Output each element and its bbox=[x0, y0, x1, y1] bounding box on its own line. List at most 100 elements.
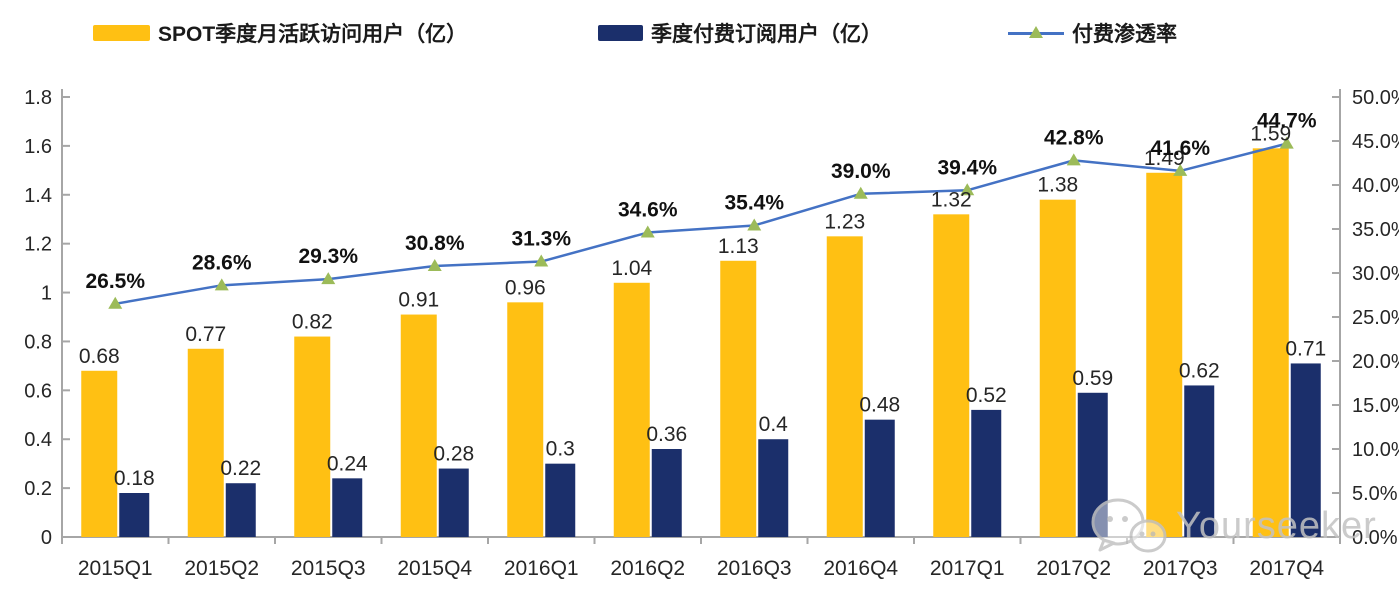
legend-item-subs: 季度付费订阅用户（亿） bbox=[598, 20, 882, 46]
right-axis-label: 25.0% bbox=[1352, 307, 1399, 329]
bar-mau-2015Q2 bbox=[187, 348, 224, 537]
penetration-marker-2017Q4 bbox=[1279, 136, 1294, 149]
penetration-value-label: 30.8% bbox=[405, 232, 465, 255]
penetration-marker-2016Q4 bbox=[853, 186, 868, 199]
penetration-value-label: 39.4% bbox=[937, 156, 997, 179]
right-axis-label: 15.0% bbox=[1352, 395, 1399, 417]
left-axis-label: 1.8 bbox=[24, 87, 52, 109]
x-axis-label: 2016Q3 bbox=[717, 557, 792, 580]
penetration-value-label: 26.5% bbox=[85, 270, 145, 293]
subs-value-label: 0.48 bbox=[859, 394, 900, 417]
penetration-marker-2015Q2 bbox=[214, 278, 229, 291]
mau-legend-label: SPOT季度月活跃访问用户（亿） bbox=[158, 23, 468, 46]
mau-value-label: 1.32 bbox=[931, 188, 972, 211]
left-axis-label: 0.2 bbox=[24, 478, 52, 500]
penetration-line-swatch bbox=[1008, 25, 1064, 41]
x-axis-label: 2016Q4 bbox=[823, 557, 898, 580]
penetration-value-label: 35.4% bbox=[724, 191, 784, 214]
subs-value-label: 0.71 bbox=[1285, 337, 1326, 360]
penetration-value-label: 44.7% bbox=[1257, 110, 1317, 133]
bar-subs-2015Q1 bbox=[119, 493, 150, 537]
bar-subs-2017Q4 bbox=[1290, 363, 1321, 537]
mau-value-label: 0.96 bbox=[505, 276, 546, 299]
bar-subs-2016Q3 bbox=[758, 439, 789, 537]
penetration-value-label: 41.6% bbox=[1150, 137, 1210, 160]
right-axis-label: 40.0% bbox=[1352, 175, 1399, 197]
left-axis-label: 1 bbox=[41, 283, 52, 305]
bar-subs-2016Q1 bbox=[545, 463, 576, 537]
triangle-marker-icon bbox=[1029, 26, 1043, 38]
bar-mau-2017Q4 bbox=[1252, 148, 1289, 538]
right-axis-label: 20.0% bbox=[1352, 351, 1399, 373]
penetration-value-label: 34.6% bbox=[618, 199, 678, 222]
left-axis-label: 1.2 bbox=[24, 234, 52, 256]
x-axis-label: 2015Q1 bbox=[78, 557, 153, 580]
left-axis-label: 1.4 bbox=[24, 185, 52, 207]
subs-value-label: 0.18 bbox=[114, 467, 155, 490]
right-axis-label: 30.0% bbox=[1352, 263, 1399, 285]
subs-value-label: 0.59 bbox=[1072, 367, 1113, 390]
subs-value-label: 0.4 bbox=[759, 413, 789, 436]
x-axis-label: 2017Q2 bbox=[1036, 557, 1111, 580]
subs-swatch bbox=[598, 25, 643, 41]
penetration-value-label: 42.8% bbox=[1044, 126, 1104, 149]
left-axis-label: 0.8 bbox=[24, 331, 52, 353]
penetration-marker-2017Q3 bbox=[1173, 163, 1188, 176]
penetration-marker-2015Q3 bbox=[321, 272, 336, 285]
right-axis-label: 0.0% bbox=[1352, 527, 1398, 549]
bar-subs-2015Q4 bbox=[438, 468, 469, 537]
right-axis-label: 35.0% bbox=[1352, 219, 1399, 241]
x-axis-label: 2015Q2 bbox=[184, 557, 259, 580]
left-axis-label: 1.6 bbox=[24, 136, 52, 158]
subs-value-label: 0.22 bbox=[220, 457, 261, 480]
bar-subs-2016Q2 bbox=[651, 449, 682, 537]
mau-value-label: 0.68 bbox=[79, 345, 120, 368]
left-axis-label: 0.4 bbox=[24, 429, 52, 451]
mau-value-label: 1.13 bbox=[718, 235, 759, 258]
bar-mau-2017Q3 bbox=[1146, 172, 1183, 537]
penetration-marker-2016Q2 bbox=[640, 225, 655, 238]
subs-legend-label: 季度付费订阅用户（亿） bbox=[651, 23, 882, 46]
bar-mau-2016Q3 bbox=[720, 260, 757, 537]
penetration-marker-2016Q3 bbox=[747, 218, 762, 231]
x-axis-label: 2015Q3 bbox=[291, 557, 366, 580]
bar-mau-2016Q2 bbox=[613, 282, 650, 537]
left-axis-label: 0.6 bbox=[24, 380, 52, 402]
mau-value-label: 1.49 bbox=[1144, 147, 1185, 170]
mau-value-label: 0.91 bbox=[398, 289, 439, 312]
subs-value-label: 0.28 bbox=[433, 443, 474, 466]
left-axis-label: 0 bbox=[41, 527, 52, 549]
bar-mau-2016Q1 bbox=[507, 302, 544, 537]
x-axis-label: 2016Q2 bbox=[610, 557, 685, 580]
mau-value-label: 1.04 bbox=[611, 257, 652, 280]
subs-value-label: 0.36 bbox=[646, 423, 687, 446]
bar-subs-2016Q4 bbox=[864, 419, 895, 537]
right-axis-label: 50.0% bbox=[1352, 87, 1399, 109]
mau-value-label: 1.59 bbox=[1250, 122, 1291, 145]
x-axis-label: 2016Q1 bbox=[504, 557, 579, 580]
subs-value-label: 0.3 bbox=[546, 438, 575, 461]
penetration-value-label: 31.3% bbox=[511, 228, 571, 251]
penetration-line bbox=[115, 142, 1288, 306]
mau-value-label: 1.38 bbox=[1037, 174, 1078, 197]
bar-mau-2015Q1 bbox=[81, 370, 118, 537]
penetration-value-label: 39.0% bbox=[831, 160, 891, 183]
mau-value-label: 0.82 bbox=[292, 311, 333, 334]
penetration-marker-2016Q1 bbox=[534, 254, 549, 267]
legend-item-mau: SPOT季度月活跃访问用户（亿） bbox=[93, 20, 467, 46]
subs-value-label: 0.24 bbox=[327, 452, 368, 475]
mau-value-label: 0.77 bbox=[185, 323, 226, 346]
x-axis-label: 2015Q4 bbox=[397, 557, 472, 580]
penetration-marker-2017Q1 bbox=[960, 183, 975, 196]
right-axis-label: 45.0% bbox=[1352, 131, 1399, 153]
bar-mau-2015Q4 bbox=[400, 314, 437, 537]
bar-subs-2015Q3 bbox=[332, 478, 363, 537]
penetration-marker-2017Q2 bbox=[1066, 153, 1081, 166]
penetration-value-label: 28.6% bbox=[192, 251, 252, 274]
bar-subs-2017Q2 bbox=[1077, 392, 1108, 537]
bar-mau-2017Q2 bbox=[1039, 199, 1076, 537]
penetration-legend-label: 付费渗透率 bbox=[1072, 23, 1177, 46]
x-axis-label: 2017Q4 bbox=[1249, 557, 1324, 580]
subs-value-label: 0.62 bbox=[1179, 359, 1220, 382]
